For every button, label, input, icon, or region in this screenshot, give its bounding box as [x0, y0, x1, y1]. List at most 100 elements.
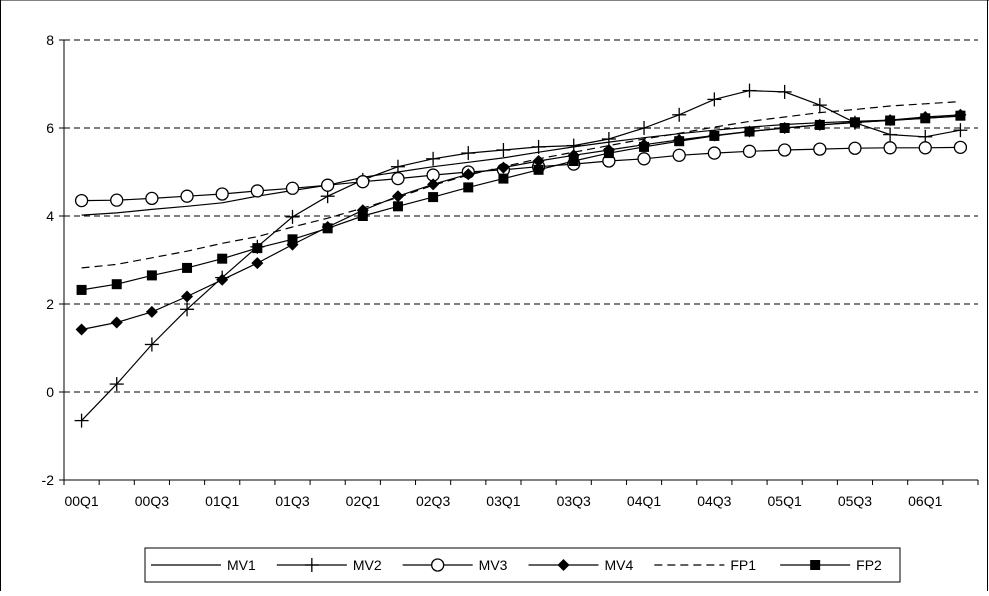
data-point-mv2 — [109, 377, 124, 392]
legend-label: MV4 — [605, 557, 634, 573]
legend-box — [144, 547, 901, 583]
series-mv3 — [74, 140, 968, 208]
data-point-mv2 — [496, 143, 511, 157]
legend-item-mv2: MV2 — [276, 557, 382, 573]
x-tick-label: 06Q1 — [908, 493, 942, 509]
y-tick-label: 4 — [46, 208, 54, 224]
series-line-mv1 — [81, 115, 961, 216]
data-point-fp2 — [111, 279, 122, 290]
data-point-mv3 — [707, 146, 721, 160]
x-tick-label: 00Q1 — [64, 493, 98, 509]
series-line-fp1 — [81, 101, 961, 269]
data-point-mv3 — [321, 178, 335, 192]
data-point-mv2 — [812, 98, 827, 113]
data-point-mv4 — [427, 178, 440, 191]
data-point-fp2 — [357, 211, 368, 221]
data-point-mv4 — [462, 168, 475, 181]
data-point-fp2 — [533, 164, 544, 175]
x-tick-label: 00Q3 — [135, 493, 169, 509]
data-point-fp2 — [955, 110, 966, 121]
data-point-mv4 — [497, 161, 510, 174]
legend-item-mv1: MV1 — [151, 557, 256, 573]
data-point-mv3 — [391, 171, 405, 186]
series-fp2 — [76, 110, 966, 295]
series-line-mv2 — [81, 89, 961, 422]
data-point-fp2 — [76, 284, 87, 295]
y-tick-labels: -2 0 2 4 6 8 — [42, 32, 55, 488]
data-point-mv2 — [390, 159, 405, 174]
data-point-mv4 — [145, 305, 158, 318]
x-tick-label: 01Q1 — [205, 493, 239, 509]
legend-label: MV1 — [227, 557, 256, 573]
data-point-mv4 — [216, 273, 229, 286]
data-point-mv3 — [742, 144, 757, 158]
data-point-mv3 — [672, 148, 686, 162]
data-point-mv4 — [110, 316, 123, 329]
data-point-mv3 — [74, 193, 89, 208]
series-fp1 — [81, 101, 961, 269]
x-tick-labels: 00Q1 00Q3 01Q1 01Q3 02Q1 02Q3 03Q1 03Q3 04Q1 04Q3… — [64, 493, 942, 509]
data-point-mv2 — [953, 123, 968, 138]
data-point-mv2 — [707, 92, 722, 107]
data-point-fp2 — [463, 182, 474, 193]
data-point-mv4 — [75, 323, 88, 336]
data-point-mv2 — [461, 146, 476, 161]
y-tick-label: 8 — [46, 32, 54, 48]
data-point-mv3 — [250, 184, 264, 198]
data-point-mv2 — [637, 121, 652, 135]
data-point-mv3 — [145, 191, 159, 206]
data-point-fp2 — [146, 270, 157, 281]
x-tick-label: 04Q1 — [627, 493, 661, 509]
y-tick-label: 2 — [46, 296, 54, 312]
data-point-mv2 — [426, 151, 441, 166]
x-tick-label: 02Q3 — [416, 493, 450, 509]
data-point-mv4 — [251, 257, 264, 270]
data-point-fp2 — [287, 234, 298, 245]
data-point-fp2 — [744, 126, 755, 137]
data-point-mv4 — [391, 190, 404, 203]
data-point-mv3 — [848, 141, 862, 155]
data-point-fp2 — [920, 113, 931, 124]
data-point-fp2 — [674, 136, 685, 147]
legend-item-mv3: MV3 — [402, 557, 508, 573]
axes — [59, 39, 979, 485]
series-mv1 — [81, 115, 961, 216]
data-point-fp2 — [568, 156, 579, 166]
data-point-mv3 — [637, 152, 651, 166]
x-tick-label: 03Q3 — [557, 493, 591, 509]
legend-marker — [557, 559, 570, 571]
data-point-fp2 — [639, 141, 650, 152]
data-point-fp2 — [217, 253, 228, 264]
data-point-mv2 — [672, 107, 687, 122]
data-point-mv2 — [285, 209, 300, 224]
series-group — [74, 83, 968, 428]
legend-item-fp1: FP1 — [654, 557, 756, 573]
data-point-mv3 — [215, 187, 229, 201]
data-point-mv3 — [918, 141, 932, 155]
data-point-mv3 — [883, 141, 897, 155]
legend-item-mv4: MV4 — [528, 557, 634, 573]
data-point-mv3 — [110, 193, 124, 207]
gridlines — [64, 39, 978, 393]
legend-label: MV2 — [353, 557, 382, 573]
legend: MV1 MV2 MV3 MV4 FP1 FP2 — [144, 547, 901, 583]
data-point-fp2 — [849, 117, 860, 128]
legend-item-fp2: FP2 — [780, 557, 882, 573]
data-point-mv2 — [777, 84, 792, 99]
legend-label: FP2 — [856, 557, 882, 573]
data-point-fp2 — [814, 119, 825, 130]
data-point-fp2 — [252, 243, 263, 254]
x-tick-label: 04Q3 — [697, 493, 731, 509]
data-point-fp2 — [709, 130, 720, 141]
legend-marker — [810, 560, 821, 570]
data-point-fp2 — [322, 223, 333, 234]
series-line-fp2 — [81, 115, 961, 291]
data-point-mv2 — [531, 139, 546, 154]
data-point-mv2 — [601, 132, 616, 146]
data-point-fp2 — [182, 262, 193, 273]
legend-label: FP1 — [730, 557, 756, 573]
data-point-mv2 — [74, 413, 89, 428]
